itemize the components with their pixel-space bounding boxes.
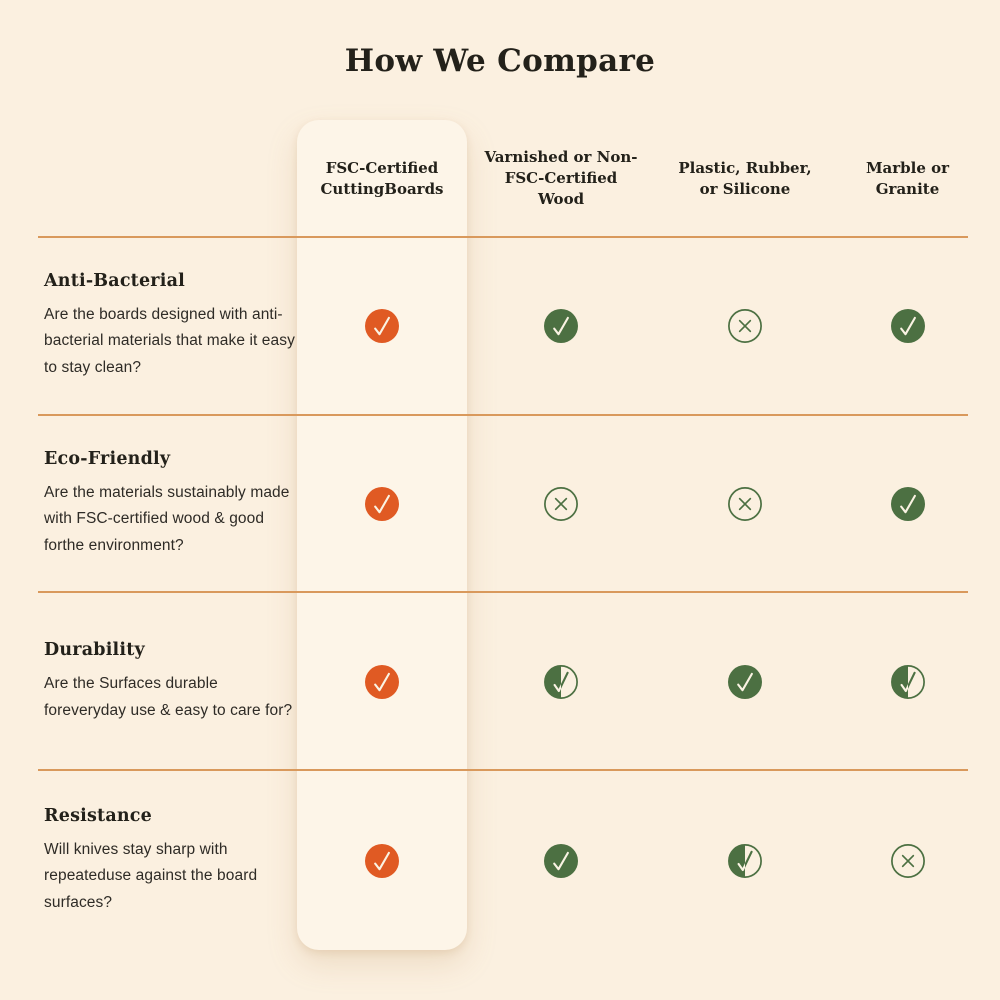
- check-half-icon: [890, 664, 926, 700]
- check-half-icon: [543, 664, 579, 700]
- value-cell: [297, 771, 467, 951]
- x-outline-icon: [727, 486, 763, 522]
- row-divider: [38, 414, 968, 416]
- row-divider: [38, 236, 968, 238]
- row-title: Eco-Friendly: [44, 448, 171, 469]
- value-cell: [835, 415, 980, 593]
- value-cell: [835, 237, 980, 415]
- row-label: Resistance Will knives stay sharp with r…: [38, 806, 297, 917]
- value-cell: [835, 771, 980, 951]
- check-green-icon: [890, 486, 926, 522]
- column-header-varnished-wood: Varnished or Non-FSC-Certified Wood: [484, 148, 638, 208]
- x-outline-icon: [543, 486, 579, 522]
- check-half-icon: [727, 843, 763, 879]
- column-header-plastic-rubber-silicone: Plastic, Rubber, or Silicone: [678, 158, 812, 198]
- check-orange-icon: [364, 308, 400, 344]
- row-divider: [38, 591, 968, 593]
- table-row: Eco-Friendly Are the materials sustainab…: [0, 415, 1000, 593]
- column-header-fsc-certified: FSC-Certified CuttingBoards: [320, 158, 444, 198]
- value-cell: [655, 593, 835, 771]
- row-description: Are the Surfaces durable foreveryday use…: [44, 675, 293, 719]
- value-cell: [467, 771, 655, 951]
- highlight-column-card: [297, 120, 467, 950]
- value-cell: [467, 415, 655, 593]
- check-green-icon: [727, 664, 763, 700]
- row-description: Are the boards designed with anti-bacter…: [44, 305, 295, 376]
- table-row: Resistance Will knives stay sharp with r…: [0, 771, 1000, 951]
- row-label: Eco-Friendly Are the materials sustainab…: [38, 449, 297, 560]
- check-orange-icon: [364, 664, 400, 700]
- value-cell: [297, 593, 467, 771]
- check-orange-icon: [364, 843, 400, 879]
- row-description: Will knives stay sharp with repeateduse …: [44, 840, 258, 911]
- check-orange-icon: [364, 486, 400, 522]
- check-green-icon: [890, 308, 926, 344]
- value-cell: [297, 237, 467, 415]
- table-row: Durability Are the Surfaces durable fore…: [0, 593, 1000, 771]
- row-label: Durability Are the Surfaces durable fore…: [38, 640, 297, 724]
- row-title: Durability: [44, 640, 145, 660]
- row-description: Are the materials sustainably made with …: [44, 483, 290, 554]
- row-title: Anti-Bacterial: [44, 270, 185, 291]
- row-label: Anti-Bacterial Are the boards designed w…: [38, 271, 297, 382]
- row-divider: [38, 769, 968, 771]
- column-header-marble-granite: Marble or Granite: [865, 158, 950, 198]
- value-cell: [467, 237, 655, 415]
- check-green-icon: [543, 308, 579, 344]
- page-title: How We Compare: [344, 42, 656, 79]
- value-cell: [655, 237, 835, 415]
- check-green-icon: [543, 843, 579, 879]
- x-outline-icon: [890, 843, 926, 879]
- table-row: Anti-Bacterial Are the boards designed w…: [0, 237, 1000, 415]
- value-cell: [655, 771, 835, 951]
- x-outline-icon: [727, 308, 763, 344]
- comparison-table: FSC-Certified CuttingBoards Varnished or…: [0, 120, 1000, 951]
- value-cell: [297, 415, 467, 593]
- header-row: FSC-Certified CuttingBoards Varnished or…: [0, 120, 1000, 237]
- value-cell: [467, 593, 655, 771]
- row-title: Resistance: [44, 805, 152, 826]
- value-cell: [835, 593, 980, 771]
- value-cell: [655, 415, 835, 593]
